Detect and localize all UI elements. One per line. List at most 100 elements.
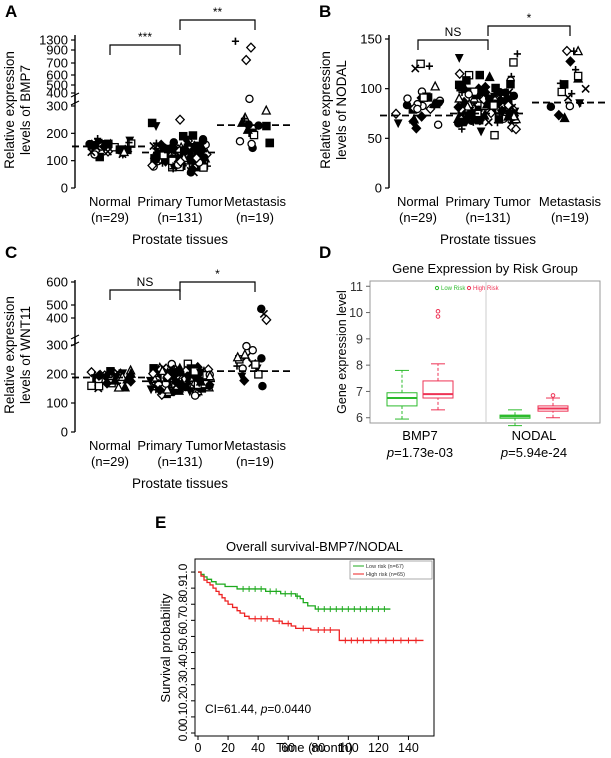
y-tick-label: 11 <box>350 280 363 294</box>
data-point <box>150 154 159 163</box>
significance-bracket <box>179 19 256 30</box>
data-point <box>198 134 208 144</box>
box <box>422 380 454 399</box>
data-point <box>393 119 403 129</box>
panel-label: D <box>319 243 331 262</box>
panel-e: E Overall survival-BMP7/NODAL 0 20 40 60 80 100… <box>155 513 435 755</box>
y-tick-label: 900 <box>46 43 68 58</box>
data-point <box>125 376 136 387</box>
data-point <box>190 391 200 400</box>
data-point <box>158 142 169 153</box>
data-point <box>453 101 464 113</box>
x-category-label: Primary Tumor <box>445 194 531 209</box>
data-point <box>152 139 161 147</box>
data-point <box>113 381 124 392</box>
data-point <box>553 109 564 121</box>
y-tick-label: 1300 <box>39 33 68 48</box>
x-tick-label: 80 <box>311 741 325 755</box>
y-tick-label: 0.9 <box>176 579 190 596</box>
x-category-label: Primary Tumor <box>137 438 223 453</box>
data-point <box>175 156 186 167</box>
y-tick-label: 0.3 <box>176 676 190 693</box>
y-tick-label: 0 <box>61 425 68 440</box>
data-point <box>147 368 159 379</box>
x-category-count: (n=29) <box>91 210 129 225</box>
x-axis-label: Prostate tissues <box>132 476 228 491</box>
data-point <box>241 54 252 66</box>
data-point <box>204 370 216 381</box>
data-point <box>546 102 556 111</box>
legend-label: High Risk <box>473 286 500 292</box>
data-point <box>258 381 267 391</box>
data-point <box>109 374 120 385</box>
x-category-label: Metastasis <box>539 194 602 209</box>
x-category-count: (n=19) <box>236 210 274 225</box>
plot-frame <box>194 558 435 737</box>
data-point <box>148 383 156 391</box>
data-point <box>157 365 168 376</box>
data-point <box>94 134 102 143</box>
data-point <box>235 137 245 146</box>
data-point <box>510 123 522 135</box>
y-tick-label: 6 <box>356 411 363 425</box>
significance-bracket <box>179 281 256 292</box>
data-point <box>464 90 473 99</box>
data-point <box>242 123 253 134</box>
y-axis-break <box>70 92 80 98</box>
y-axis-label: Relative expression <box>2 296 17 414</box>
data-point <box>433 120 443 129</box>
data-point <box>169 138 179 147</box>
data-point <box>430 80 441 91</box>
p-value: =1.73e-03 <box>394 445 453 460</box>
data-point <box>573 71 583 81</box>
survival-curve <box>198 571 391 610</box>
data-point <box>185 387 195 397</box>
data-point <box>191 152 202 164</box>
data-point <box>508 110 519 121</box>
significance-bracket <box>109 289 181 300</box>
x-category-count: (n=29) <box>399 210 437 225</box>
x-category-count: (n=19) <box>236 454 274 469</box>
data-point <box>416 111 427 122</box>
p-symbol: p <box>386 445 394 460</box>
data-point <box>242 341 251 351</box>
x-axis-label: Prostate tissues <box>132 232 228 247</box>
y-tick-label: 300 <box>46 338 68 353</box>
data-point <box>513 50 521 58</box>
data-point <box>509 91 519 101</box>
y-tick-label: 0.4 <box>176 660 190 677</box>
data-point <box>581 84 590 93</box>
data-point <box>484 117 493 127</box>
data-point <box>481 98 492 109</box>
data-point <box>251 360 260 369</box>
x-tick-label: 140 <box>398 741 419 755</box>
y-tick-label: 0 <box>61 181 68 196</box>
data-point <box>429 98 440 109</box>
significance-bracket <box>487 25 571 36</box>
data-point <box>503 100 514 111</box>
data-point <box>475 70 485 80</box>
data-point <box>151 122 161 131</box>
data-point <box>390 108 402 120</box>
data-point <box>119 381 131 392</box>
data-point <box>192 141 202 151</box>
data-point <box>495 87 505 97</box>
p-symbol: p <box>260 702 268 716</box>
data-point <box>435 99 445 109</box>
y-tick-label: 0.6 <box>176 628 190 645</box>
x-tick-label: 120 <box>368 741 389 755</box>
survival-curve <box>198 571 424 642</box>
y-tick-label: 0.1 <box>176 708 190 725</box>
ci-annotation: CI=61.44, p=0.0440 <box>205 702 311 716</box>
x-axis-label: Prostate tissues <box>440 232 536 247</box>
data-point <box>265 138 274 148</box>
legend-box <box>349 560 433 580</box>
y-tick-label: 600 <box>46 275 68 290</box>
significance-label: NS <box>445 25 462 39</box>
panel-label: A <box>5 2 17 21</box>
legend-marker <box>434 285 440 291</box>
data-point <box>162 383 173 394</box>
legend-label: High risk (n=65) <box>366 572 405 578</box>
data-point <box>254 370 263 379</box>
